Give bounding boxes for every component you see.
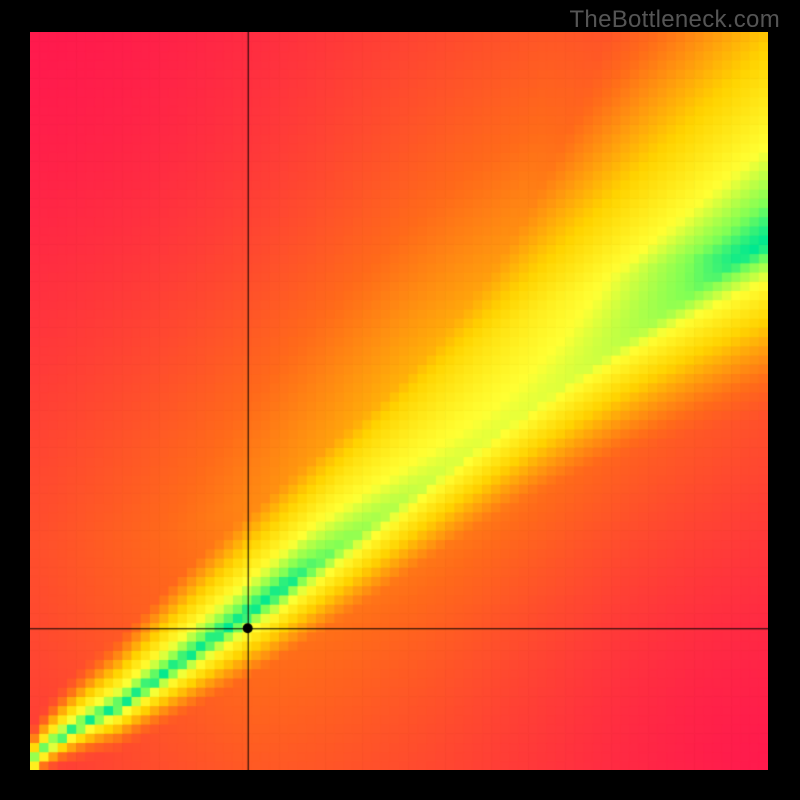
watermark-text: TheBottleneck.com (569, 6, 780, 34)
bottleneck-heatmap (30, 32, 768, 770)
